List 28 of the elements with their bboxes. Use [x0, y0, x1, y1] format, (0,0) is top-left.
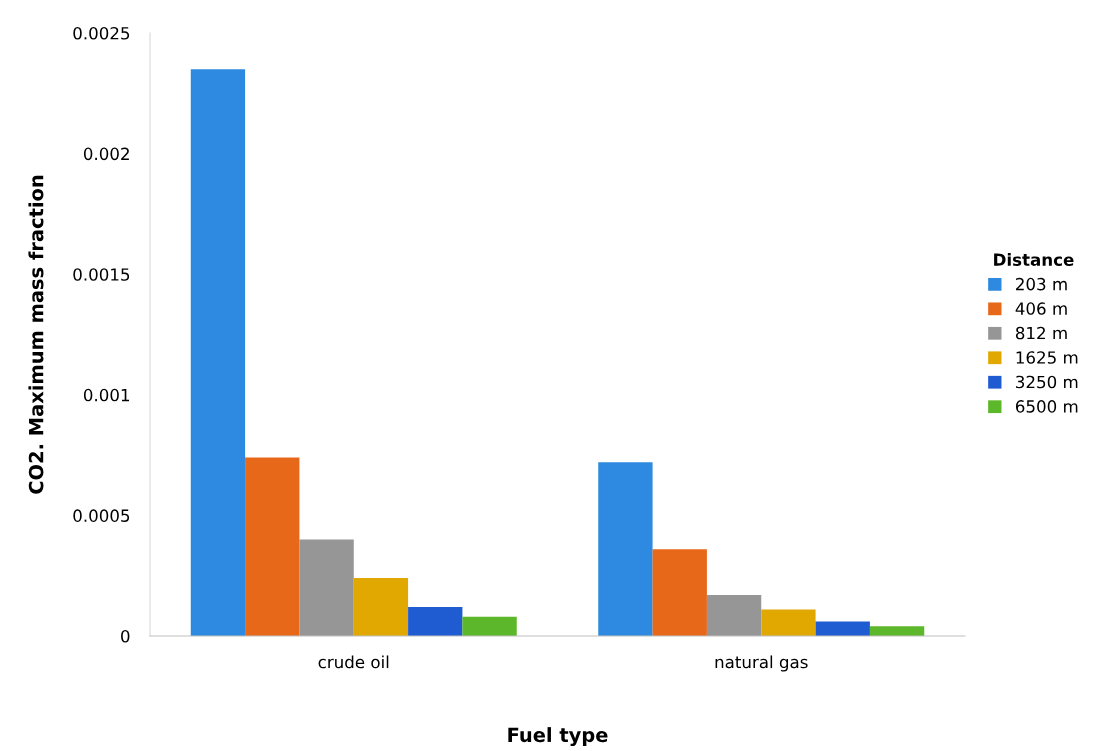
legend-label: 3250 m [1016, 375, 1078, 389]
bar [761, 609, 816, 636]
y-tick-label: 0.0025 [73, 26, 130, 40]
legend-label: 1625 m [1016, 351, 1078, 364]
bar [353, 578, 409, 636]
bar [190, 69, 246, 636]
y-tick-label: 0.001 [83, 388, 130, 402]
bar [245, 457, 300, 636]
x-tick-label: crude oil [318, 655, 389, 669]
legend-label: 406 m [1015, 302, 1067, 315]
x-axis-title: Fuel type [508, 727, 608, 747]
bar [408, 607, 463, 636]
bar [598, 462, 653, 636]
bar [652, 549, 707, 636]
bar [462, 616, 517, 636]
legend-label: 812 m [1015, 326, 1067, 340]
legend-label: 6500 m [1015, 400, 1078, 413]
y-tick-label: 0.0005 [73, 509, 130, 522]
x-tick-label: natural gas [715, 655, 808, 672]
bar [299, 539, 354, 636]
legend-label: 203 m [1016, 277, 1067, 291]
legend-title: Distance [994, 253, 1074, 266]
y-tick-label: 0 [121, 629, 130, 643]
bar [706, 595, 762, 636]
y-axis-title: CO2. Maximum mass fraction [28, 175, 44, 494]
bar [869, 626, 925, 636]
y-tick-label: 0.0015 [73, 268, 130, 281]
y-tick-label: 0.002 [83, 147, 129, 161]
